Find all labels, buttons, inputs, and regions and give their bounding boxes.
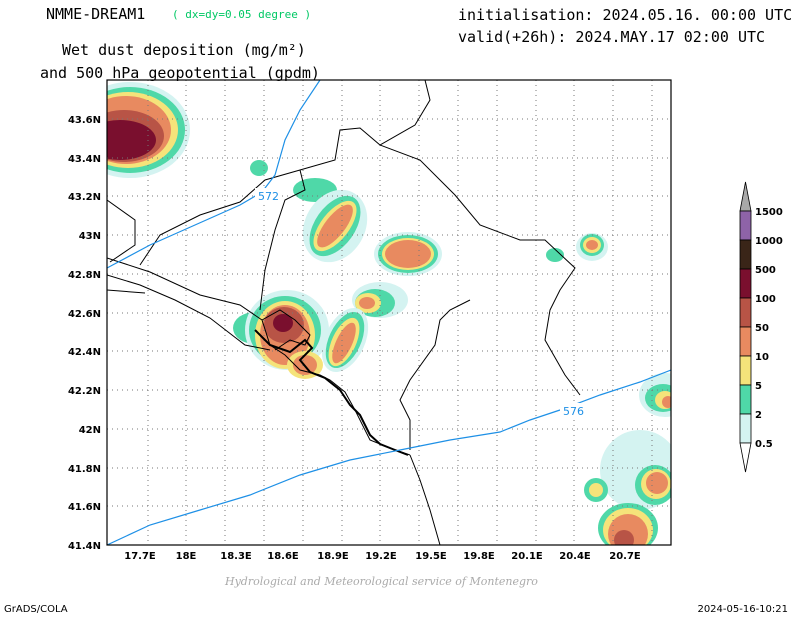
map-title-line2: and 500 hPa geopotential (gpdm): [40, 64, 320, 82]
legend-label: 0.5: [755, 439, 773, 450]
legend-label: 5: [755, 381, 762, 392]
legend-label: 10: [755, 352, 769, 363]
legend-label: 50: [755, 323, 769, 334]
legend-label: 1500: [755, 207, 783, 218]
map-frame: [106, 79, 672, 546]
map-title-line1: Wet dust deposition (mg/m²): [62, 41, 306, 59]
legend-label: 1000: [755, 236, 783, 247]
contour-label-572: 572: [258, 190, 279, 203]
model-resolution: ( dx=dy=0.05 degree ): [172, 8, 312, 21]
lat-axis: 43.6N 43.4N 43.2N 43N 42.8N 42.6N 42.4N …: [68, 115, 101, 552]
lon-tick-label: 18.6E: [267, 551, 299, 562]
initialisation-time: initialisation: 2024.05.16. 00:00 UTC: [458, 6, 793, 24]
lat-tick-label: 42.8N: [68, 270, 101, 281]
legend-swatch: [739, 413, 752, 444]
legend-swatch: [739, 297, 752, 328]
lon-tick-label: 20.4E: [559, 551, 591, 562]
model-name: NMME-DREAM1: [46, 5, 146, 23]
contour-label-bg: [255, 188, 281, 202]
lon-tick-label: 19.5E: [415, 551, 447, 562]
map-plot-area: 572 576: [107, 80, 671, 545]
legend-label: 500: [755, 265, 776, 276]
lon-axis: 17.7E 18E 18.3E 18.6E 18.9E 19.2E 19.5E …: [124, 551, 641, 562]
valid-time: valid(+26h): 2024.MAY.17 02:00 UTC: [458, 28, 766, 46]
legend-top-arrow: [739, 181, 752, 212]
legend-swatch: [739, 268, 752, 299]
lat-tick-label: 42N: [79, 425, 101, 436]
lat-tick-label: 43.2N: [68, 192, 101, 203]
legend-swatch: [739, 355, 752, 386]
lon-tick-label: 17.7E: [124, 551, 156, 562]
contour-label-576: 576: [563, 405, 584, 418]
legend-colorbar: [739, 181, 752, 473]
lat-tick-label: 43.4N: [68, 154, 101, 165]
dust-deposition-field: [107, 82, 671, 545]
credit-line: Hydrological and Meteorological service …: [225, 575, 538, 588]
lat-tick-label: 43N: [79, 231, 101, 242]
lat-tick-label: 42.4N: [68, 347, 101, 358]
lon-tick-label: 18.3E: [220, 551, 252, 562]
contour-label-bg: [560, 403, 586, 417]
map-grid: [107, 80, 671, 545]
lon-tick-label: 20.7E: [609, 551, 641, 562]
legend-label: 100: [755, 294, 776, 305]
legend-label: 2: [755, 410, 762, 421]
legend-swatch: [739, 384, 752, 415]
lat-tick-label: 41.8N: [68, 464, 101, 475]
lat-tick-label: 41.4N: [68, 541, 101, 552]
lon-tick-label: 18.9E: [317, 551, 349, 562]
lon-tick-label: 18E: [176, 551, 197, 562]
legend-swatch: [739, 210, 752, 241]
legend-swatch: [739, 326, 752, 357]
footer-software: GrADS/COLA: [4, 604, 68, 615]
coastline: [254, 329, 409, 456]
lat-tick-label: 41.6N: [68, 502, 101, 513]
lat-tick-label: 42.2N: [68, 386, 101, 397]
lon-tick-label: 20.1E: [511, 551, 543, 562]
lon-tick-label: 19.2E: [365, 551, 397, 562]
legend-labels: 1500 1000 500 100 50 10 5 2 0.5: [755, 207, 783, 450]
legend-bottom-arrow: [739, 442, 752, 473]
lat-tick-label: 42.6N: [68, 309, 101, 320]
footer-timestamp: 2024-05-16-10:21: [697, 604, 788, 615]
legend-swatch: [739, 239, 752, 270]
country-borders: [107, 80, 581, 545]
lat-tick-label: 43.6N: [68, 115, 101, 126]
lon-tick-label: 19.8E: [463, 551, 495, 562]
